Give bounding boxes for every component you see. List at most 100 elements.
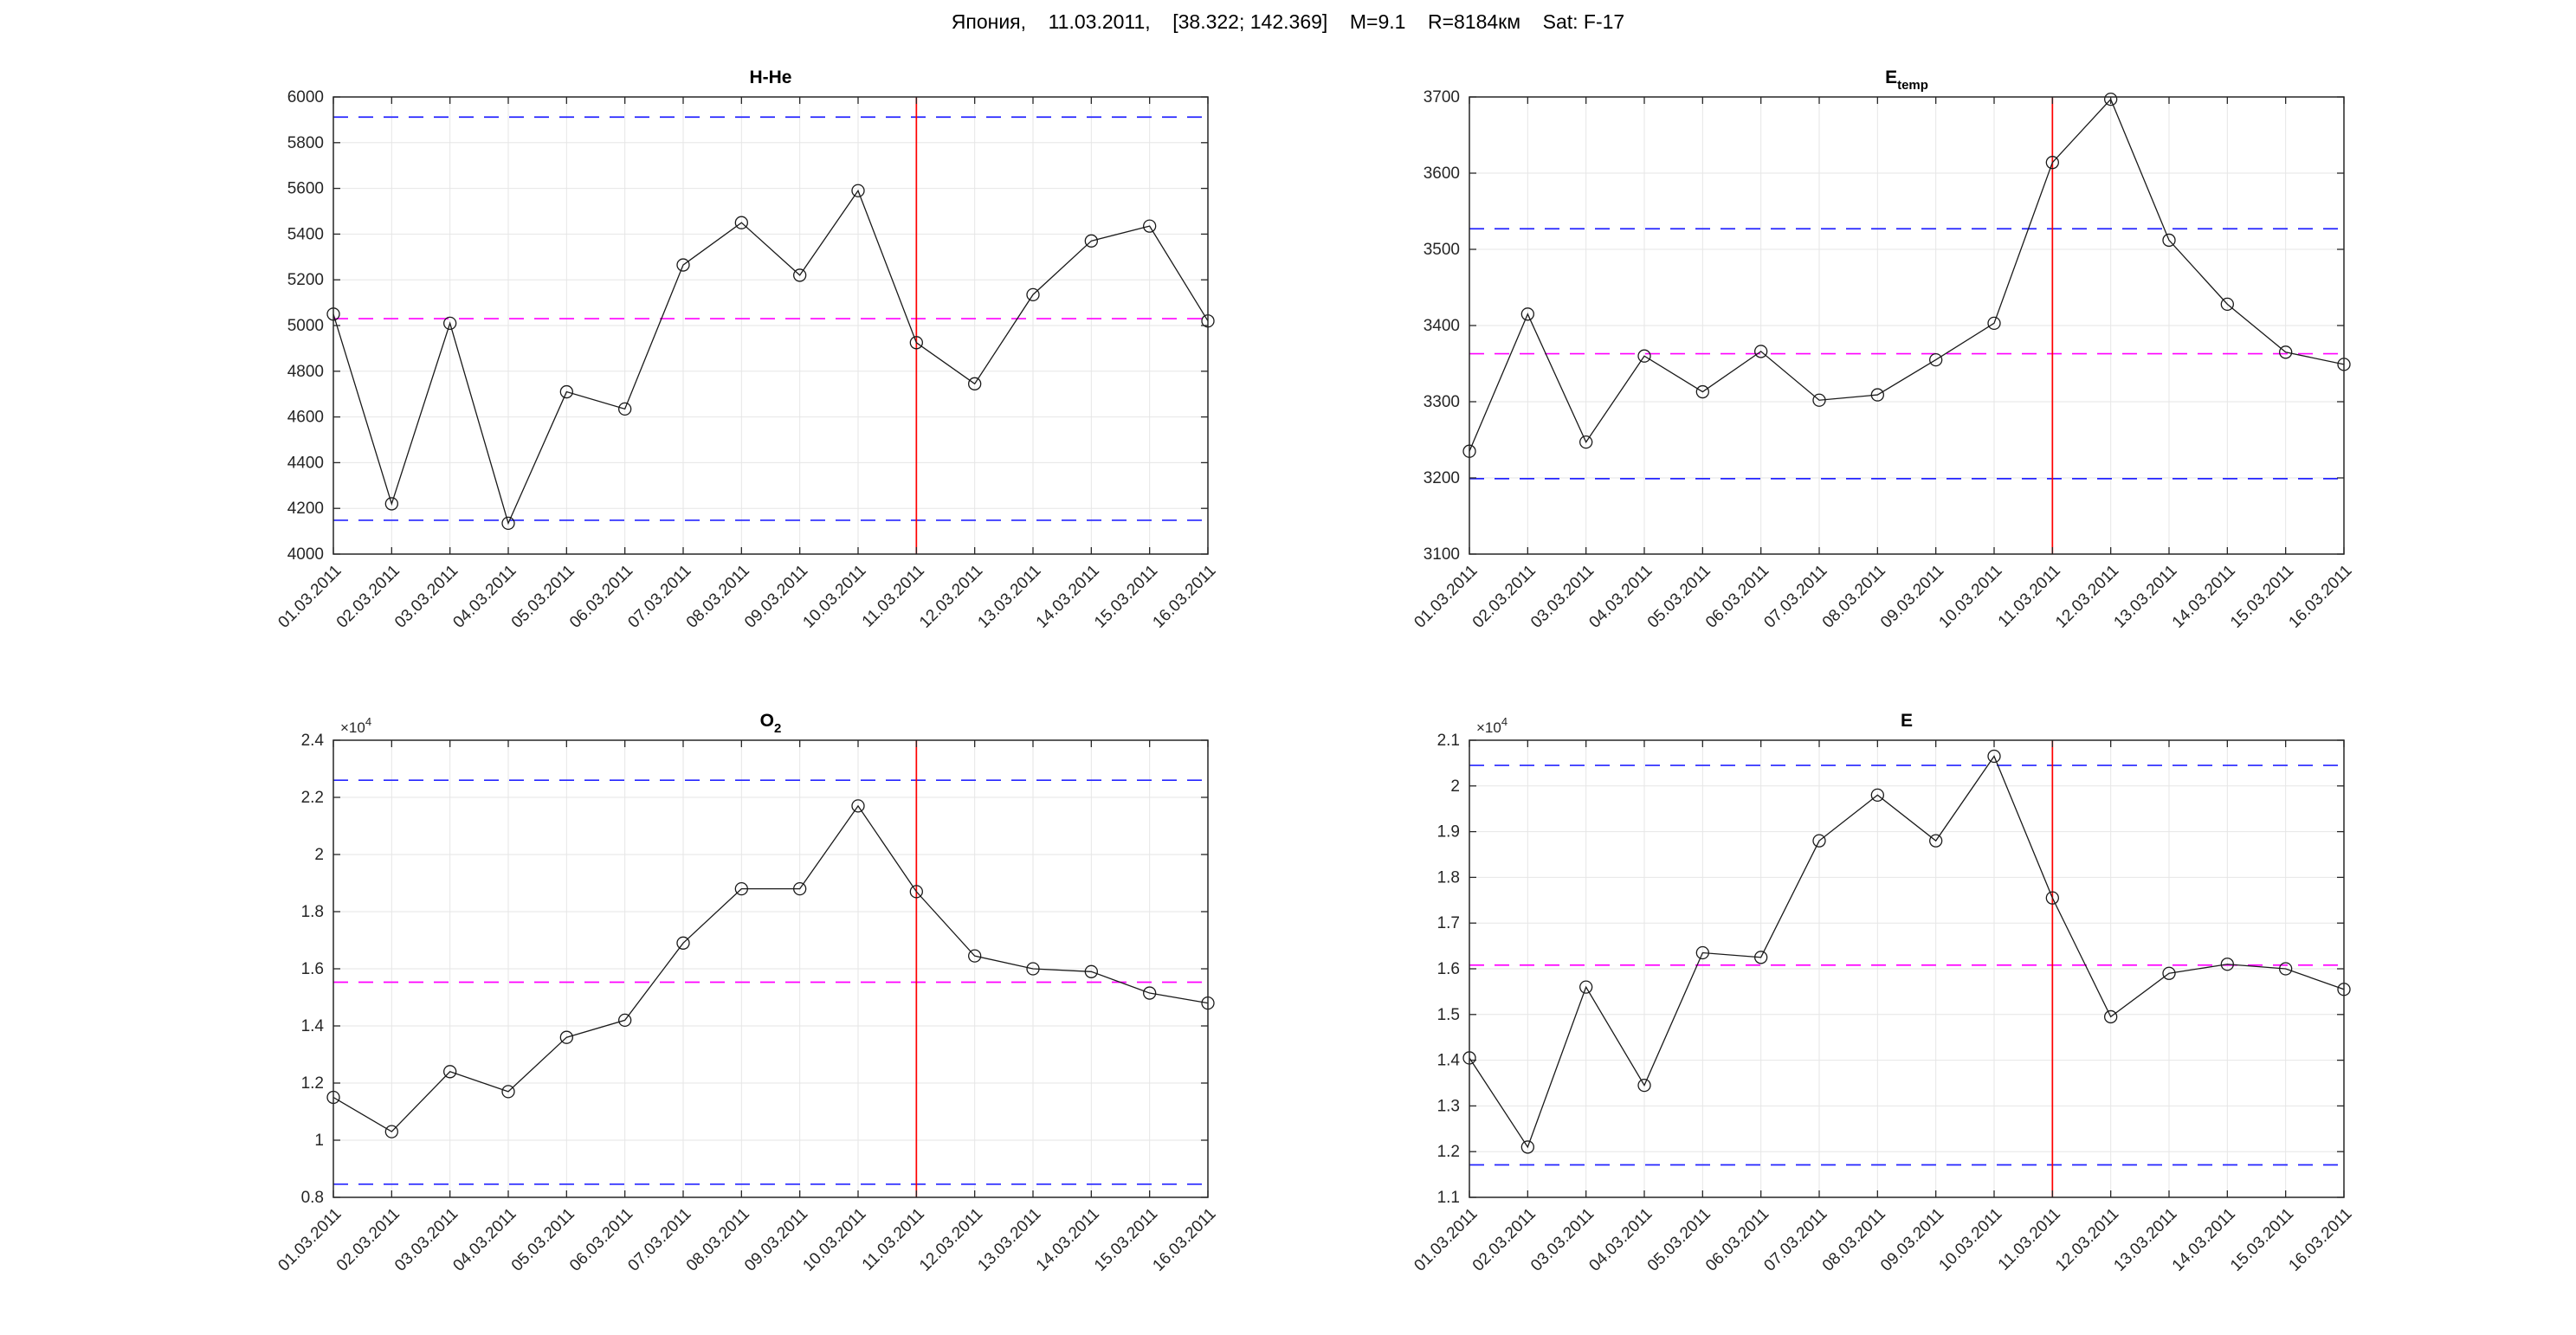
data-point [2104, 1009, 2118, 1024]
data-point [734, 216, 748, 229]
x-tick-labels: 01.03.201102.03.201103.03.201104.03.2011… [1411, 1205, 2355, 1275]
chart-e: 1.1 1.2 1.3 1.4 1.5 1.6 1.7 1.8 1.9 2 2.1 01.03.201… [1411, 711, 2355, 1275]
grid [1469, 97, 2344, 554]
y-tick-label: 4000 [287, 545, 324, 564]
y-tick-label: 4600 [287, 409, 324, 427]
data-point [2220, 297, 2234, 312]
data-point [384, 1125, 398, 1138]
x-tick-label: 16.03.2011 [1149, 562, 1219, 632]
series-line [1469, 755, 2345, 1149]
x-tick-label: 16.03.2011 [2285, 562, 2355, 632]
y-tick-label: 3300 [1424, 393, 1460, 411]
data-point [676, 258, 690, 272]
y-tick-label: 1.6 [1437, 960, 1460, 978]
data-point [1812, 834, 1826, 848]
y-tick-label: 2.1 [1437, 732, 1460, 750]
data-point [2104, 92, 2118, 106]
y-tick-label: 5600 [287, 180, 324, 198]
x-tick-labels: 01.03.201102.03.201103.03.201104.03.2011… [274, 1205, 1219, 1275]
y-tick-label: 3400 [1424, 317, 1460, 335]
x-tick-label: 10.03.2011 [799, 1205, 869, 1275]
y-tick-label: 1.9 [1437, 823, 1460, 842]
y-tick-labels: 3100 3200 3300 3400 3500 3600 3700 [1424, 88, 1460, 564]
y-tick-label: 2 [314, 846, 324, 864]
y-tick-label: 5200 [287, 271, 324, 289]
y-tick-label: 2 [1450, 777, 1460, 796]
data-point [851, 184, 865, 197]
data-point [968, 377, 982, 390]
chart-o2: 0.8 1 1.2 1.4 1.6 1.8 2 2.2 2.4 01.03.201102.03.2… [274, 711, 1219, 1275]
y-tick-label: 1.6 [301, 960, 324, 978]
y-tick-label: 1.2 [1437, 1143, 1460, 1161]
data-point [1143, 219, 1157, 233]
data-point [501, 1085, 515, 1099]
y-tick-label: 4200 [287, 500, 324, 518]
data-point [2279, 345, 2293, 359]
y-tick-label: 1.4 [301, 1017, 325, 1035]
y-tick-label: 1.4 [1437, 1052, 1461, 1070]
data-point [1870, 388, 1884, 402]
series-line [1469, 98, 2345, 452]
data-point [1637, 1078, 1651, 1093]
data-point [384, 497, 398, 511]
data-point [1929, 834, 1943, 848]
data-point [1870, 788, 1884, 803]
x-tick-label: 16.03.2011 [1149, 1205, 1219, 1275]
x-tick-label: 10.03.2011 [1935, 562, 2005, 632]
data-point [1520, 307, 1534, 321]
markers [1462, 92, 2351, 458]
y-tick-label: 1.3 [1437, 1097, 1460, 1115]
figure-title: Япония, 11.03.2011, [38.322; 142.369] M=… [951, 10, 1625, 33]
data-point [559, 1030, 573, 1044]
data-point [618, 402, 632, 416]
data-point [2162, 233, 2176, 248]
data-point [1084, 234, 1098, 248]
data-point [1143, 986, 1157, 1000]
y-tick-label: 1.8 [1437, 868, 1460, 887]
data-point [1026, 962, 1040, 976]
grid [333, 740, 1208, 1197]
y-tick-label: 4800 [287, 363, 324, 381]
data-point [1579, 980, 1593, 994]
chart-h-he: 4000 4200 4400 4600 4800 5000 5200 5400 5600 5800… [274, 68, 1219, 632]
axis-exponent-label: ×104 [340, 715, 371, 736]
data-point [1754, 951, 1768, 964]
y-tick-label: 2.4 [301, 732, 325, 750]
data-point [1637, 349, 1651, 363]
data-point [559, 384, 573, 399]
y-tick-label: 5400 [287, 225, 324, 243]
y-tick-label: 1.8 [301, 903, 324, 921]
data-point [1084, 964, 1098, 978]
data-point [1987, 749, 2001, 764]
grid [333, 97, 1208, 554]
data-point [676, 936, 690, 950]
y-tick-label: 3700 [1424, 88, 1460, 106]
x-tick-label: 16.03.2011 [2285, 1205, 2355, 1275]
y-tick-label: 3600 [1424, 164, 1460, 183]
x-tick-labels: 01.03.201102.03.201103.03.201104.03.2011… [274, 562, 1219, 632]
y-tick-label: 5000 [287, 317, 324, 335]
y-tick-label: 6000 [287, 88, 324, 106]
x-tick-label: 10.03.2011 [1935, 1205, 2005, 1275]
grid [1469, 740, 2344, 1197]
y-tick-label: 1 [314, 1132, 324, 1150]
y-tick-label: 3200 [1424, 469, 1460, 487]
data-point [968, 949, 982, 963]
y-tick-label: 1.1 [1437, 1189, 1460, 1207]
axis-exponent-label: ×104 [1476, 715, 1508, 736]
data-point [1987, 316, 2001, 331]
chart-e-temp: 3100 3200 3300 3400 3500 3600 3700 01.03.201102… [1411, 68, 2355, 632]
data-point [2045, 156, 2059, 170]
y-tick-label: 3500 [1424, 241, 1460, 259]
y-tick-labels: 0.8 1 1.2 1.4 1.6 1.8 2 2.2 2.4 [301, 732, 325, 1207]
y-tick-label: 5800 [287, 134, 324, 152]
data-point [1520, 1140, 1534, 1154]
data-point [793, 881, 807, 896]
data-point [618, 1013, 632, 1028]
data-point [1754, 345, 1768, 358]
tick-marks [1469, 96, 2345, 555]
data-point [443, 316, 457, 331]
data-point [2162, 966, 2176, 980]
data-point [2220, 958, 2234, 971]
y-tick-label: 0.8 [301, 1189, 324, 1207]
